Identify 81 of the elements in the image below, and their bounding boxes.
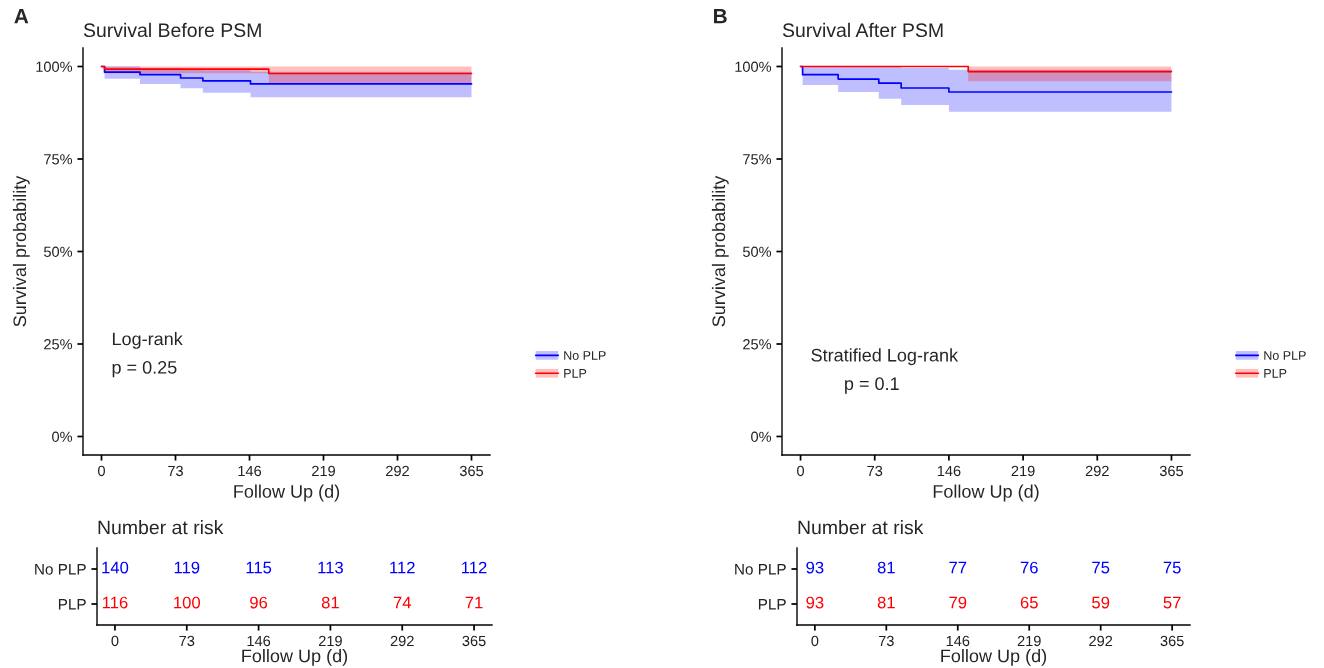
- annotation: Stratified Log-rank: [811, 348, 959, 366]
- data-label: 81: [321, 596, 339, 609]
- y-tick-label: 100%: [36, 61, 73, 72]
- x-tick-label: 73: [867, 465, 883, 477]
- data-label: 116: [102, 596, 128, 609]
- data-label: 74: [393, 596, 412, 609]
- y-tick-label: 0%: [52, 431, 73, 442]
- x-tick-label: 292: [1089, 635, 1113, 647]
- data-label: 112: [462, 561, 487, 574]
- x-tick-label: 219: [312, 465, 335, 477]
- data-label: 119: [174, 561, 200, 574]
- data-label: 140: [102, 561, 129, 574]
- x-tick-label: 73: [878, 635, 894, 647]
- x-tick-label: 219: [318, 635, 342, 647]
- x-tick-label: 146: [946, 635, 970, 647]
- data-label: 115: [246, 561, 272, 574]
- text: A: [14, 8, 29, 24]
- x-tick-label: 0: [111, 635, 119, 647]
- y-tick-label: 25%: [743, 339, 772, 350]
- x-tick-label: 365: [462, 635, 486, 647]
- data-label: 57: [1163, 596, 1181, 609]
- y-tick-label: 75%: [44, 154, 73, 165]
- y-tick-label: PLP: [58, 599, 86, 610]
- y-tick-label: No PLP: [35, 564, 86, 575]
- x-tick-label: 292: [1085, 465, 1109, 477]
- data-label: 65: [1020, 596, 1038, 609]
- chart-title: Number at risk: [798, 520, 924, 535]
- x-tick-label: 146: [937, 465, 961, 477]
- data-label: 113: [318, 561, 343, 574]
- x-tick-label: 0: [811, 635, 819, 647]
- y-tick-label: 25%: [44, 339, 73, 350]
- y-axis-title: Survival probability: [711, 175, 729, 327]
- y-tick-label: 0%: [751, 431, 772, 442]
- data-label: 112: [390, 561, 415, 574]
- y-tick-label: 75%: [743, 154, 772, 165]
- y-tick-label: 100%: [735, 61, 772, 72]
- y-axis-title: Survival probability: [12, 175, 30, 327]
- x-axis-title: Follow Up (d): [941, 649, 1047, 666]
- y-tick-label: No PLP: [735, 564, 786, 575]
- x-tick-label: 0: [98, 465, 105, 477]
- x-axis-title: Follow Up (d): [933, 484, 1039, 502]
- x-tick-label: 365: [1159, 465, 1184, 477]
- annotation: p = 0.25: [112, 360, 177, 378]
- text: B: [714, 8, 727, 24]
- data-label: 93: [806, 596, 824, 609]
- chart-title: Survival After PSM: [782, 22, 943, 38]
- data-label: 81: [877, 596, 895, 609]
- legend-label: No PLP: [564, 351, 606, 360]
- data-label: 79: [949, 596, 967, 609]
- x-tick-label: 365: [459, 465, 484, 477]
- data-label: 100: [174, 596, 201, 609]
- y-tick-label: 50%: [43, 246, 73, 257]
- chart-title: Survival Before PSM: [83, 22, 261, 38]
- data-label: 77: [949, 561, 967, 574]
- x-tick-label: 146: [238, 465, 262, 477]
- chart-title: Number at risk: [98, 520, 224, 535]
- x-tick-label: 146: [247, 635, 271, 647]
- data-label: 59: [1092, 596, 1110, 609]
- legend-label: No PLP: [1264, 351, 1306, 360]
- x-tick-label: 73: [179, 635, 195, 647]
- data-label: 76: [1020, 561, 1038, 574]
- data-label: 93: [806, 561, 824, 574]
- data-label: 96: [250, 596, 268, 609]
- x-tick-label: 0: [797, 465, 805, 477]
- x-axis-title: Follow Up (d): [234, 484, 340, 502]
- data-label: 81: [877, 561, 895, 574]
- x-tick-label: 73: [168, 465, 183, 477]
- data-label: 75: [1163, 561, 1181, 574]
- x-tick-label: 219: [1017, 635, 1041, 647]
- data-label: 75: [1092, 561, 1110, 574]
- annotation: Log-rank: [112, 332, 183, 349]
- legend-label: PLP: [1264, 369, 1287, 378]
- x-tick-label: 219: [1011, 465, 1035, 477]
- x-axis-title: Follow Up (d): [242, 649, 348, 666]
- x-tick-label: 292: [386, 465, 409, 477]
- annotation: p = 0.1: [845, 377, 899, 394]
- x-tick-label: 365: [1160, 635, 1184, 647]
- legend-label: PLP: [564, 369, 587, 378]
- data-label: 71: [465, 596, 483, 609]
- y-tick-label: 50%: [742, 246, 772, 257]
- x-tick-label: 292: [390, 635, 414, 647]
